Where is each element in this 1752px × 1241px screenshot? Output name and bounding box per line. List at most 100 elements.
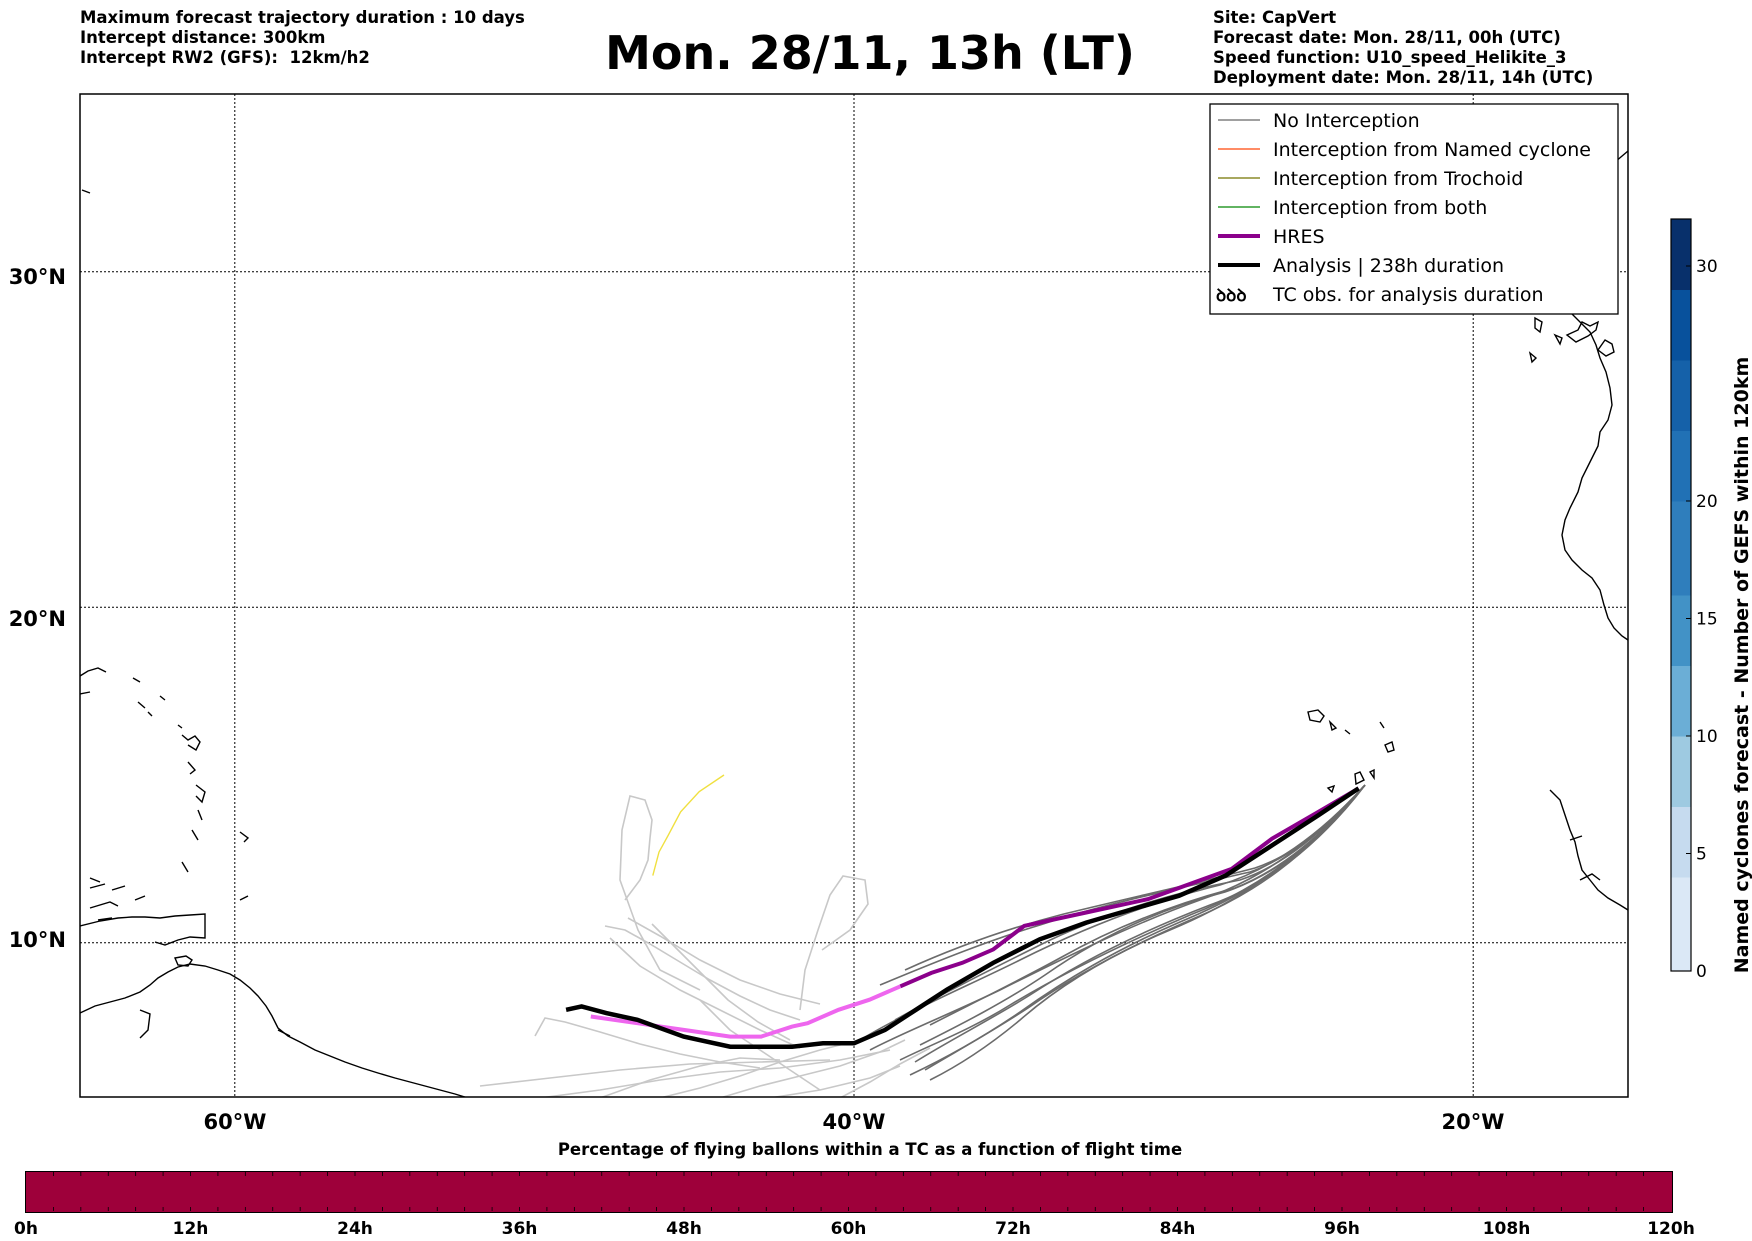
lon-label-40w: 40°W xyxy=(823,1110,886,1134)
no-interception-trajectories xyxy=(859,784,1366,1081)
vertical-colorbar-segment xyxy=(1671,665,1691,690)
coastline-south-america xyxy=(80,963,468,1097)
vertical-colorbar-segment xyxy=(1671,595,1691,619)
vertical-colorbar-segment xyxy=(1671,501,1691,525)
light-trajectory xyxy=(627,917,821,1005)
vertical-colorbar-segment xyxy=(1671,477,1691,502)
vertical-colorbar-segment xyxy=(1671,219,1691,243)
no-interception-trajectory xyxy=(899,784,1366,1061)
vertical-colorbar-frame xyxy=(1670,218,1692,972)
vertical-colorbar-segment xyxy=(1671,689,1691,713)
light-trajectory xyxy=(600,1057,781,1097)
vertical-colorbar-segment xyxy=(1671,924,1691,948)
light-trajectory xyxy=(840,1047,931,1097)
light-trajectory xyxy=(541,1049,891,1097)
coastline-venezuela-north xyxy=(80,913,206,946)
coastline-caribbean-west xyxy=(80,667,291,1039)
header-deployment-date: Deployment date: Mon. 28/11, 14h (UTC) xyxy=(1213,68,1594,87)
horizontal-colorbar-tick-label: 84h xyxy=(1159,1219,1196,1239)
header-intercept-distance: Intercept distance: 300km xyxy=(80,28,326,47)
legend-item: Analysis | 238h duration xyxy=(1218,255,1504,277)
vertical-colorbar-segment xyxy=(1671,947,1691,972)
vertical-colorbar-segment xyxy=(1671,289,1691,314)
vertical-colorbar: 0 5 10 15 20 30 xyxy=(1670,218,1718,982)
legend-label: Interception from Trochoid xyxy=(1273,168,1523,190)
vertical-colorbar-segment xyxy=(1671,877,1691,901)
vertical-colorbar-segment xyxy=(1671,853,1691,878)
light-trajectory xyxy=(660,1039,861,1097)
light-trajectory xyxy=(799,875,869,1011)
horizontal-colorbar-tick-label: 60h xyxy=(830,1219,867,1239)
vertical-colorbar-tick-label: 20 xyxy=(1696,492,1718,512)
horizontal-colorbar-tick-label: 96h xyxy=(1324,1219,1360,1239)
lon-label-20w: 20°W xyxy=(1442,1110,1505,1134)
coastline-west-africa-south xyxy=(1549,789,1628,911)
vertical-colorbar-segment xyxy=(1671,783,1691,807)
legend-item: ꝺꝺꝺ TC obs. for analysis duration xyxy=(1216,284,1544,306)
analysis-trajectory xyxy=(565,786,1360,1049)
legend-item: Interception from Trochoid xyxy=(1218,168,1523,190)
header-right-info: Site: CapVert Forecast date: Mon. 28/11,… xyxy=(1213,8,1593,88)
vertical-colorbar-segment xyxy=(1671,642,1691,666)
vertical-colorbar-segment xyxy=(1671,430,1691,455)
vertical-colorbar-tick-label: 15 xyxy=(1696,610,1718,630)
legend-label: HRES xyxy=(1273,226,1325,248)
light-trajectory xyxy=(651,923,791,1041)
horizontal-colorbar-tick-label: 0h xyxy=(14,1219,38,1239)
header-speed-function: Speed function: U10_speed_Helikite_3 xyxy=(1213,48,1567,67)
no-interception-trajectory xyxy=(904,784,1366,971)
light-trajectory xyxy=(604,925,801,1021)
horizontal-colorbar-tick-label: 36h xyxy=(501,1219,538,1239)
coastline-lesser-antilles xyxy=(81,189,250,901)
vertical-colorbar-tick-label: 10 xyxy=(1696,727,1718,747)
vertical-colorbar-label: Named cyclones forecast - Number of GEFS… xyxy=(1731,356,1752,974)
longitude-labels: 60°W 40°W 20°W xyxy=(204,1110,1505,1134)
vertical-colorbar-segment xyxy=(1671,266,1691,290)
legend-label: No Interception xyxy=(1273,110,1420,132)
vertical-colorbar-tick-label: 30 xyxy=(1696,257,1718,277)
light-trajectory xyxy=(479,1059,831,1087)
header-forecast-date: Forecast date: Mon. 28/11, 00h (UTC) xyxy=(1213,28,1561,47)
trochoid-interception-trajectory xyxy=(652,774,725,876)
legend-item: Interception from Named cyclone xyxy=(1218,139,1591,161)
vertical-colorbar-segment xyxy=(1671,571,1691,596)
vertical-colorbar-segment xyxy=(1671,712,1691,737)
header-left-info: Maximum forecast trajectory duration : 1… xyxy=(80,8,525,68)
vertical-colorbar-tick-label: 0 xyxy=(1696,962,1707,982)
horizontal-colorbar xyxy=(25,1171,1673,1213)
vertical-colorbar-segment xyxy=(1671,336,1691,361)
vertical-colorbar-segment xyxy=(1671,360,1691,384)
legend-symbol: ꝺꝺꝺ xyxy=(1216,286,1247,306)
header-intercept-rw2: Intercept RW2 (GFS): 12km/h2 xyxy=(80,48,370,67)
light-trajectory xyxy=(619,795,701,991)
vertical-colorbar-segment xyxy=(1671,548,1691,572)
lat-label-30n: 30°N xyxy=(9,265,66,289)
page-title: Mon. 28/11, 13h (LT) xyxy=(605,26,1135,80)
light-trajectory xyxy=(720,1039,906,1097)
legend-label: Analysis | 238h duration xyxy=(1273,255,1504,277)
vertical-colorbar-tick-label: 5 xyxy=(1696,845,1707,865)
coastline-cape-verde xyxy=(1307,709,1395,794)
vertical-colorbar-segment xyxy=(1671,454,1691,478)
no-interception-trajectory xyxy=(929,784,1366,1026)
vertical-colorbar-segment xyxy=(1671,618,1691,643)
legend-label: Interception from both xyxy=(1273,197,1487,219)
vertical-colorbar-segment xyxy=(1671,242,1691,267)
legend-item: Interception from both xyxy=(1218,197,1487,219)
vertical-colorbar-segment xyxy=(1671,830,1691,854)
lat-label-10n: 10°N xyxy=(9,928,66,952)
map-frame xyxy=(79,93,1629,1098)
legend: No Interception Interception from Named c… xyxy=(1209,103,1619,315)
latitude-labels: 30°N 20°N 10°N xyxy=(9,265,66,952)
horizontal-colorbar-tick-label: 108h xyxy=(1482,1219,1531,1239)
coastline-canary-islands xyxy=(1528,316,1615,364)
horizontal-colorbar-tick-label: 24h xyxy=(337,1219,373,1239)
coastline-trinidad xyxy=(174,955,193,967)
vertical-colorbar-segment xyxy=(1671,759,1691,784)
coastlines xyxy=(80,150,1628,1097)
vertical-colorbar-segment xyxy=(1671,806,1691,831)
legend-item: HRES xyxy=(1218,226,1325,248)
vertical-colorbar-segment xyxy=(1671,900,1691,925)
legend-label: TC obs. for analysis duration xyxy=(1272,284,1544,306)
